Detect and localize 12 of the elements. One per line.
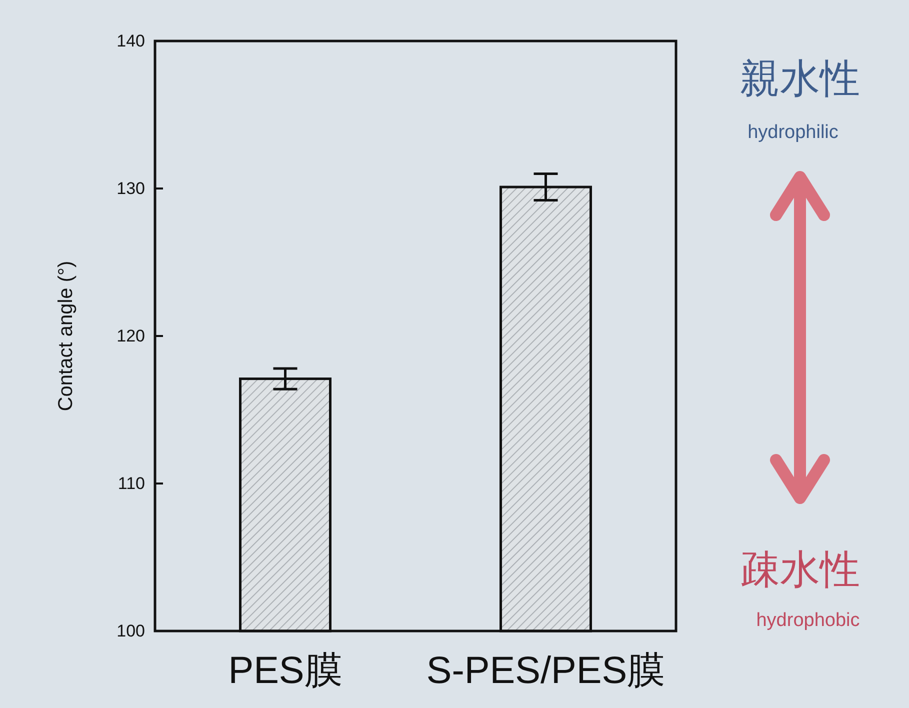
y-axis-title: Contact angle (°) — [55, 260, 77, 412]
text: 親水性 — [740, 57, 860, 101]
y-tick-label: 140 — [116, 32, 145, 50]
y-tick-label: 130 — [116, 179, 145, 198]
text: 疎水性 — [740, 548, 860, 592]
y-tick-label: 120 — [116, 326, 145, 346]
text: hydrophobic — [756, 610, 860, 631]
x-tick-label: PES膜 — [228, 650, 342, 692]
y-tick-label: 100 — [116, 622, 145, 640]
y-tick-label: 110 — [118, 474, 145, 493]
x-tick-label: S-PES/PES膜 — [426, 650, 666, 692]
text: hydrophilic — [748, 122, 838, 143]
